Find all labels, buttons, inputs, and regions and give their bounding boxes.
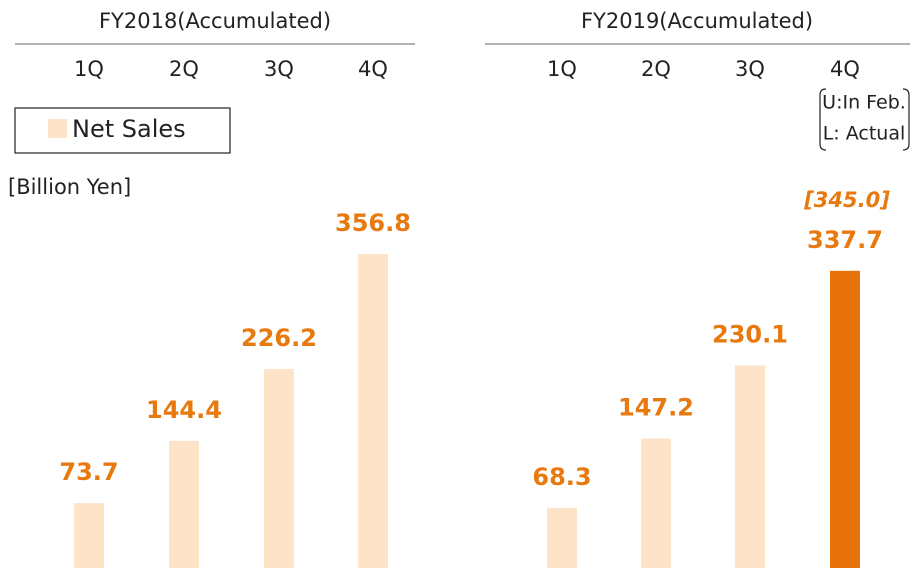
value-label: 337.7 — [807, 226, 883, 254]
plan-label: [345.0] — [803, 188, 890, 212]
legend-swatch — [48, 119, 67, 138]
value-label: 356.8 — [335, 209, 411, 237]
chart-title: FY2018(Accumulated) — [99, 9, 331, 33]
x-tick-label: 1Q — [547, 57, 577, 81]
unit-label: [Billion Yen] — [8, 175, 131, 199]
x-tick-label: 3Q — [264, 57, 294, 81]
legend-label: Net Sales — [72, 115, 186, 143]
legend-box — [14, 107, 231, 154]
bar — [264, 368, 294, 568]
value-label: 226.2 — [241, 324, 317, 352]
bracket — [902, 88, 910, 151]
x-tick-label: 3Q — [735, 57, 765, 81]
value-label: 144.4 — [146, 396, 222, 424]
x-tick-label: 4Q — [830, 57, 860, 81]
bracket — [819, 88, 827, 151]
bar — [358, 254, 388, 569]
bar — [735, 365, 765, 568]
chart-title: FY2019(Accumulated) — [581, 9, 813, 33]
x-tick-label: 4Q — [358, 57, 388, 81]
x-tick-label: 1Q — [74, 57, 104, 81]
value-label: 147.2 — [618, 393, 694, 421]
bar — [830, 270, 860, 568]
value-label: 73.7 — [59, 458, 118, 486]
bar — [169, 440, 199, 568]
x-tick-label: 2Q — [169, 57, 199, 81]
value-label: 68.3 — [532, 463, 591, 491]
bar — [74, 503, 104, 568]
value-label: 230.1 — [712, 321, 788, 349]
x-tick-label: 2Q — [641, 57, 671, 81]
bar — [547, 507, 577, 568]
annotation: U:In Feb. — [822, 92, 906, 114]
bar — [641, 438, 671, 568]
annotation: L: Actual — [823, 123, 906, 145]
